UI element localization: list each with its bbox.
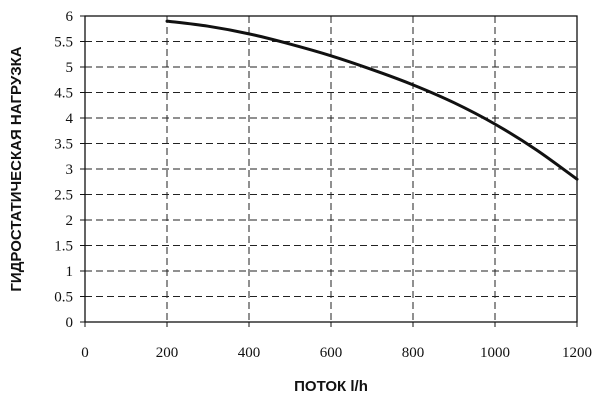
x-tick-labels: 0 200 400 600 800 1000 1200 [81, 322, 592, 361]
y-tick-label: 1 [66, 264, 74, 280]
y-tick-label: 5 [66, 60, 74, 76]
x-tick-label: 1000 [480, 345, 510, 361]
y-tick-label: 3 [66, 162, 74, 178]
x-tick-label: 0 [81, 345, 89, 361]
y-tick-label: 5.5 [54, 35, 73, 51]
x-tick-label: 600 [320, 345, 343, 361]
y-tick-label: 1.5 [54, 239, 73, 255]
x-tick-label: 1200 [562, 345, 592, 361]
series-layer [165, 19, 579, 181]
x-tick-label: 800 [402, 345, 425, 361]
y-tick-label: 0 [66, 315, 74, 331]
y-tick-label: 4.5 [54, 86, 73, 102]
y-tick-label: 3.5 [54, 137, 73, 153]
grid-lines [85, 16, 577, 322]
y-tick-label: 4 [66, 111, 74, 127]
y-tick-label: 2.5 [54, 188, 73, 204]
x-tick-label: 400 [238, 345, 261, 361]
y-axis-label: ГИДРОСТАТИЧЕСКАЯ НАГРУЗКА [8, 46, 25, 291]
x-axis-label: ПОТОК l/h [294, 378, 368, 395]
y-tick-label: 6 [66, 9, 74, 25]
y-tick-label: 2 [66, 213, 74, 229]
series-line [165, 19, 579, 181]
y-tick-labels: 0 0.5 1 1.5 2 2.5 3 3.5 4 4.5 5 5.5 6 [54, 9, 85, 331]
y-tick-label: 0.5 [54, 290, 73, 306]
x-tick-label: 200 [156, 345, 179, 361]
